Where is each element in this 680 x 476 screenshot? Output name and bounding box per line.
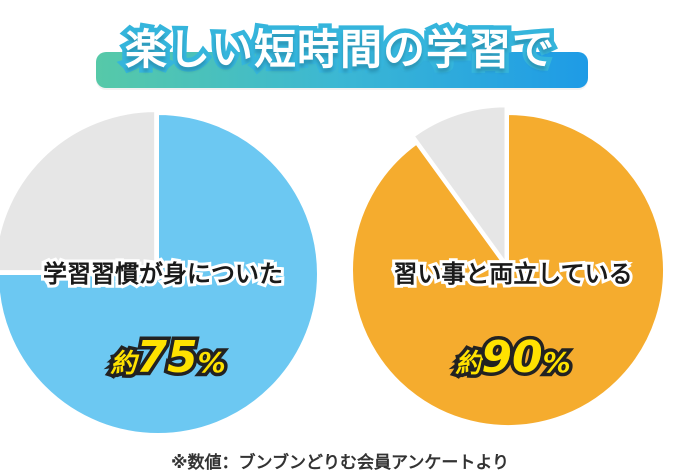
title-banner xyxy=(96,52,588,88)
pie-slice-remainder xyxy=(412,105,507,266)
pie-value-lessons: 約90% xyxy=(452,329,574,387)
pie-chart-lessons xyxy=(351,105,665,427)
page-title: 楽しい短時間の学習で xyxy=(120,21,558,79)
pie-label-lessons: 習い事と両立している xyxy=(390,257,635,291)
pie-label-habit: 学習習慣が身についた xyxy=(40,257,286,291)
value-unit: % xyxy=(539,343,574,383)
footnote: ※数値：ブンブンどりむ会員アンケートより xyxy=(171,453,509,473)
value-prefix: 約 xyxy=(107,346,140,383)
value-prefix: 約 xyxy=(452,346,485,383)
value-unit: % xyxy=(194,343,229,383)
value-number: 90 xyxy=(478,329,546,387)
pie-slice-remainder xyxy=(0,110,157,273)
value-number: 75 xyxy=(133,329,201,387)
pie-slice-main xyxy=(0,112,319,435)
pie-chart-habit xyxy=(0,110,319,435)
pie-slice-main xyxy=(351,112,665,427)
pie-value-habit: 約75% xyxy=(107,329,229,387)
